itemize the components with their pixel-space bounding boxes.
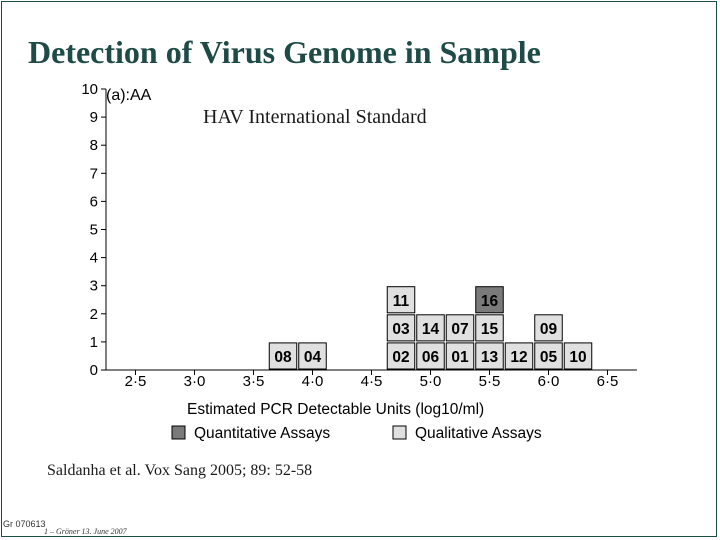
histogram-box [268,342,298,370]
lab-id-label: 05 [540,349,558,366]
x-tick-label: 2·5 [125,373,147,390]
y-tick-label: 2 [90,306,98,323]
y-axis-ticks: 0 1 2 3 4 5 6 7 8 9 10 [81,81,106,379]
histogram-box [475,314,504,342]
lab-id-label: 12 [510,349,527,366]
panel-label: (a):AA [106,87,152,104]
legend-label-qualitative: Qualitative Assays [415,425,542,442]
x-tick-label: 5·5 [479,373,501,390]
y-tick-label: 7 [90,165,98,182]
footer-text: 1 – Gröner 13. June 2007 [44,527,127,536]
y-tick-label: 9 [90,109,98,126]
lab-id-label: 07 [451,321,468,338]
lab-id-label: 15 [481,321,499,338]
histogram-box [504,342,534,370]
x-tick-label: 4·0 [302,373,324,390]
y-tick-label: 1 [90,334,98,351]
legend: Quantitative Assays Qualitative Assays [171,425,542,442]
histogram-box [445,342,475,370]
histogram-bars: 08 04 02 03 11 06 14 01 07 13 15 16 12 05 09 10 [268,286,593,370]
histogram-box [534,342,563,370]
y-tick-label: 5 [90,222,98,239]
histogram-box [475,286,504,314]
y-tick-label: 0 [90,362,98,379]
histogram-box [386,342,416,370]
x-tick-label: 3·5 [243,373,265,390]
legend-swatch-quantitative [171,425,186,440]
y-tick-label: 3 [90,278,98,295]
chart-subtitle: HAV International Standard [203,106,427,128]
legend-label-quantitative: Quantitative Assays [194,425,330,442]
histogram-box [445,314,475,342]
histogram-box [534,314,563,342]
legend-swatch-qualitative [392,425,407,440]
lab-id-label: 04 [304,349,322,366]
histogram-box [386,286,416,314]
slide-title: Detection of Virus Genome in Sample [28,34,541,70]
lab-id-label: 10 [569,349,586,366]
lab-id-label: 03 [392,321,410,338]
lab-id-label: 13 [481,349,499,366]
histogram-box [298,342,327,370]
y-tick-label: 10 [81,81,98,98]
x-axis-label: Estimated PCR Detectable Units (log10/ml… [187,401,484,418]
x-tick-label: 6·5 [597,373,619,390]
x-tick-label: 6·0 [538,373,560,390]
citation: Saldanha et al. Vox Sang 2005; 89: 52-58 [47,462,313,479]
lab-id-label: 01 [451,349,469,366]
lab-id-label: 16 [481,293,499,310]
y-tick-label: 6 [90,193,98,210]
x-axis-ticks: 2·5 3·0 3·5 4·0 4·5 5·0 5·5 6·0 6·5 [125,370,619,390]
histogram-box [386,314,416,342]
lab-id-label: 06 [422,349,440,366]
histogram-box [475,342,504,370]
y-tick-label: 8 [90,137,98,154]
lab-id-label: 02 [392,349,409,366]
histogram-box [416,314,445,342]
x-tick-label: 5·0 [420,373,442,390]
x-tick-label: 4·5 [361,373,383,390]
histogram-box [563,342,593,370]
lab-id-label: 11 [393,293,410,310]
lab-id-label: 08 [274,349,292,366]
y-tick-label: 4 [90,250,98,267]
slide-code: Gr 070613 [3,519,46,529]
lab-id-label: 09 [540,321,558,338]
histogram-box [416,342,445,370]
x-tick-label: 3·0 [184,373,206,390]
lab-id-label: 14 [422,321,440,338]
